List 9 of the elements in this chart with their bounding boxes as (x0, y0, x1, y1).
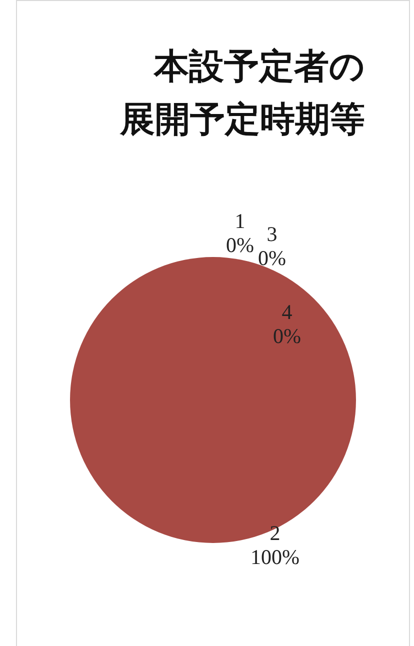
text: 0% (226, 233, 254, 257)
data-label: 100% (250, 545, 300, 569)
slice-label: 2 (270, 521, 280, 545)
category-label: 4 (282, 300, 292, 324)
chart-title: 本設予定者の展開予定時期等 (119, 47, 365, 140)
text: 0% (273, 324, 301, 348)
category-label: 3 (266, 222, 278, 246)
category-label: 1 (234, 209, 246, 233)
text: 0% (258, 246, 286, 270)
